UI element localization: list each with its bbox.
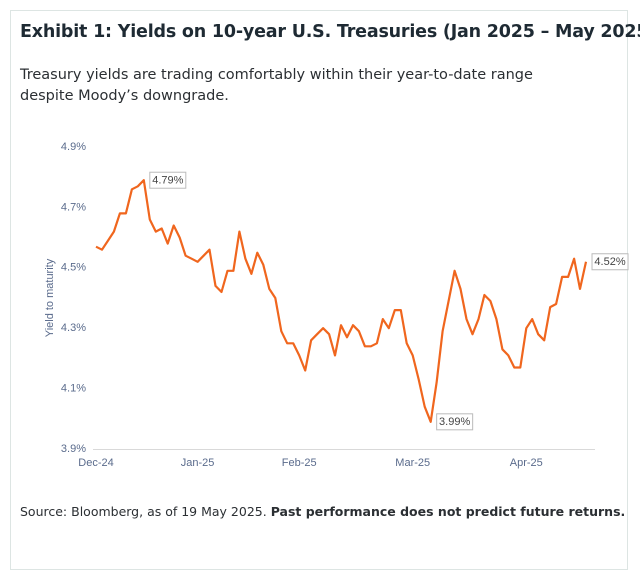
- x-tick-label: Jan-25: [181, 457, 215, 469]
- x-tick-label: Apr-25: [510, 457, 543, 469]
- x-tick-label: Mar-25: [395, 457, 430, 469]
- x-tick-label: Feb-25: [282, 457, 317, 469]
- y-tick-label: 4.7%: [61, 201, 86, 213]
- annotation-box: [149, 171, 187, 189]
- annotation-box: [591, 253, 629, 271]
- y-tick-label: 4.3%: [61, 322, 86, 334]
- y-tick-label: 3.9%: [61, 443, 86, 455]
- subtitle: Treasury yields are trading comfortably …: [20, 67, 533, 104]
- annotation-box: [436, 413, 474, 431]
- y-tick-label: 4.9%: [61, 141, 86, 153]
- annotation: 4.79%: [152, 175, 183, 187]
- chart: Yield to maturity 3.9% 4.1% 4.3% 4.5% 4.7% 4.…: [44, 141, 629, 469]
- y-tick-label: 4.1%: [61, 383, 86, 395]
- annotation: 3.99%: [439, 416, 470, 428]
- footer: Source: Bloomberg, as of 19 May 2025. Pa…: [20, 504, 625, 519]
- source: Source: Bloomberg, as of 19 May 2025.: [20, 504, 267, 519]
- annotation: 4.52%: [594, 256, 625, 268]
- x-tick-label: Dec-24: [78, 457, 113, 469]
- card: [10, 10, 628, 570]
- title: Exhibit 1: Yields on 10-year U.S. Treasu…: [20, 22, 640, 42]
- yield-line: [95, 179, 588, 423]
- y-axis-label: Yield to maturity: [44, 258, 56, 337]
- y-tick-label: 4.5%: [61, 262, 86, 274]
- note: Past performance does not predict future…: [270, 504, 626, 519]
